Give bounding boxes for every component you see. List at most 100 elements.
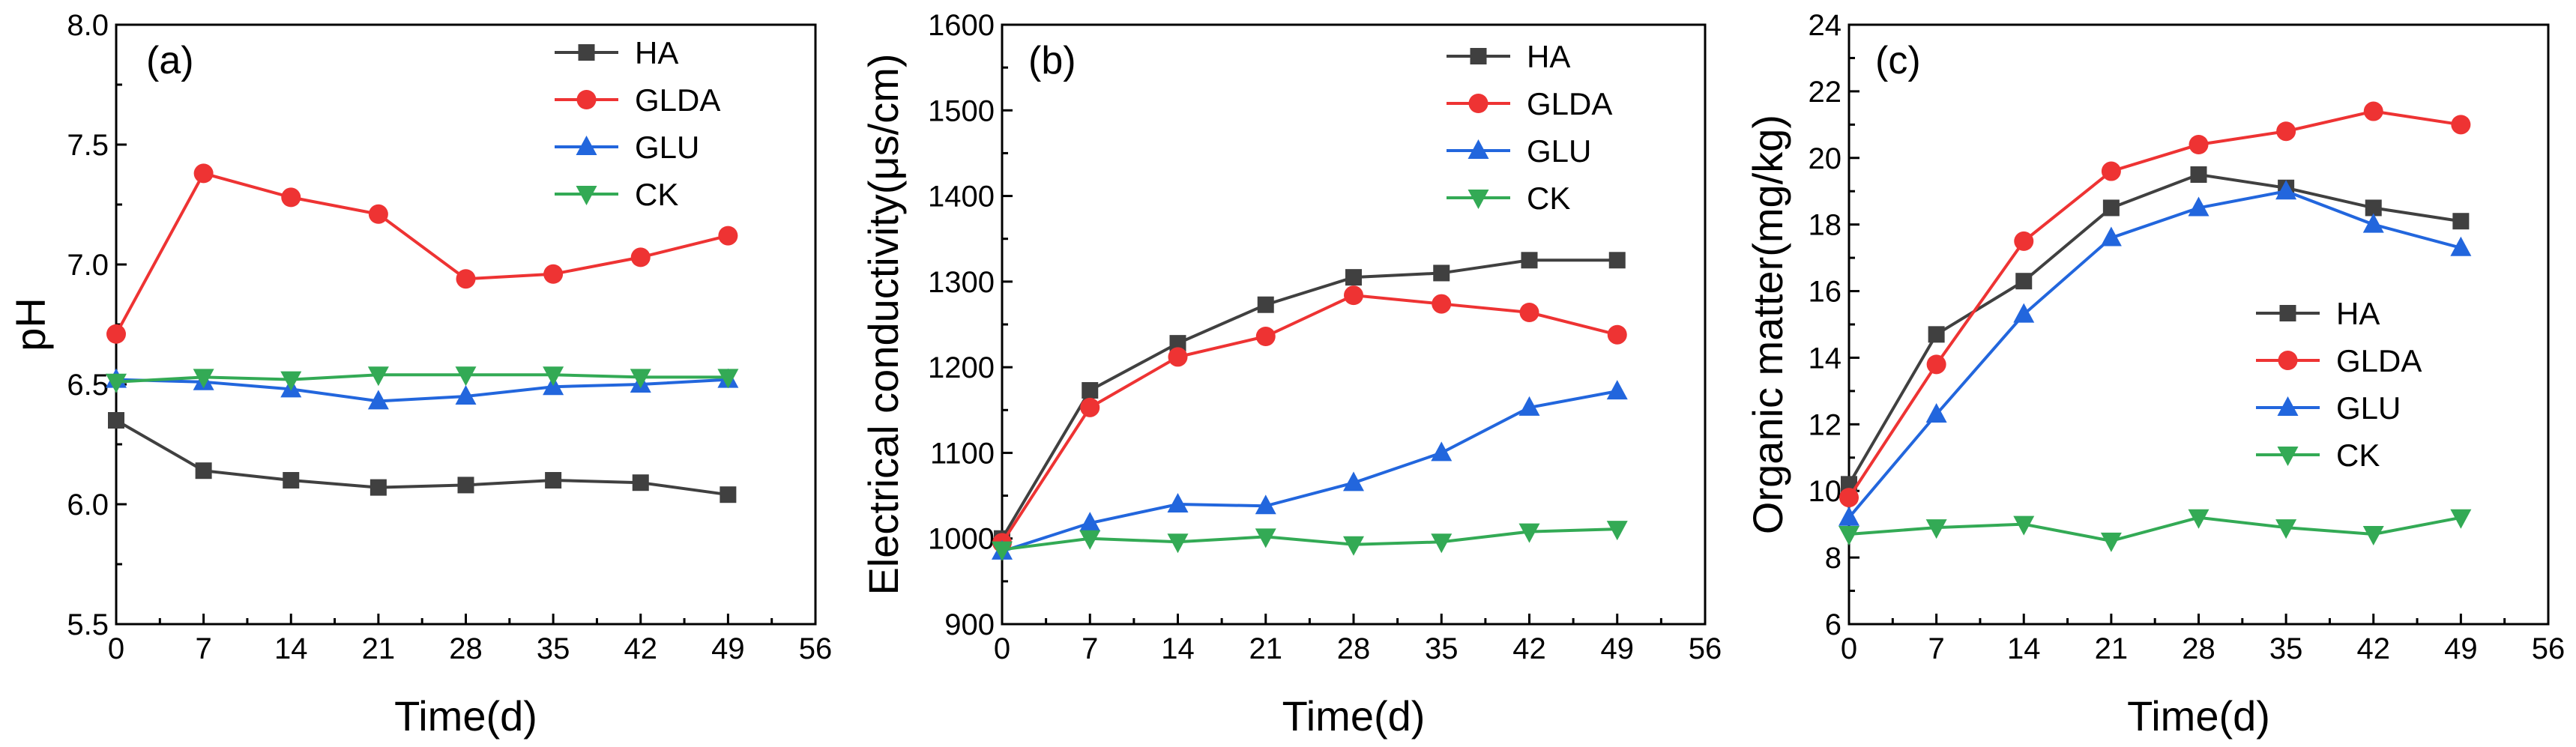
x-tick-label: 7 <box>196 632 212 665</box>
data-point-ha-1 <box>195 462 212 480</box>
data-point-legend-glu-0 <box>1468 139 1489 159</box>
data-point-ck-4 <box>1343 536 1364 556</box>
data-point-legend-glda-0 <box>2278 351 2298 370</box>
data-point-glu-3 <box>367 390 389 410</box>
data-point-ha-5 <box>1433 264 1450 282</box>
data-point-legend-glu-0 <box>2277 396 2299 416</box>
y-tick-label: 6.5 <box>67 369 109 402</box>
data-point-glda-5 <box>543 264 564 284</box>
data-point-legend-glu-0 <box>576 136 597 155</box>
data-point-ck-6 <box>1518 523 1540 543</box>
data-point-glu-4 <box>2188 196 2209 217</box>
data-point-glu-2 <box>2013 303 2035 323</box>
x-tick-label: 21 <box>362 632 396 665</box>
x-tick-label: 28 <box>449 632 483 665</box>
y-tick-label: 7.0 <box>67 249 109 282</box>
data-point-glu-3 <box>1255 495 1276 515</box>
data-point-glda-7 <box>718 226 738 246</box>
y-tick-label: 8 <box>1825 542 1841 575</box>
legend-label-ha: HA <box>2336 296 2380 331</box>
x-tick-label: 56 <box>799 632 833 665</box>
x-tick-label: 14 <box>2007 632 2041 665</box>
chart-panel-3: 0 7 14 21 28 35 42 49 56 6 8 10 12 14 16 18 20 22 24 Time(d… <box>1744 9 2565 740</box>
data-point-ck-1 <box>193 369 214 389</box>
data-point-ck-5 <box>543 366 564 387</box>
data-point-legend-glda-0 <box>1468 94 1488 113</box>
series-line-glda <box>1001 294 1618 544</box>
y-tick-label: 900 <box>944 608 995 641</box>
legend-label-glda: GLDA <box>1527 86 1612 121</box>
data-point-ck-4 <box>455 366 477 387</box>
data-point-glda-1 <box>1926 354 1946 375</box>
data-point-glda-0 <box>1839 488 1859 508</box>
y-tick-label: 1300 <box>928 266 995 299</box>
data-point-ha-2 <box>1169 335 1186 352</box>
series-line-ck <box>1001 527 1617 551</box>
data-point-glda-7 <box>1607 324 1627 345</box>
y-tick-label: 22 <box>1809 76 1842 109</box>
data-point-ck-6 <box>630 369 651 389</box>
data-point-glu-5 <box>2275 180 2297 200</box>
data-point-ck-1 <box>1925 519 1947 539</box>
data-point-legend-ha-0 <box>1470 48 1487 64</box>
data-point-ha-1 <box>1928 326 1945 343</box>
data-point-legend-glda-0 <box>576 90 597 109</box>
x-tick-label: 14 <box>274 632 308 665</box>
data-point-glda-2 <box>2014 231 2034 251</box>
data-point-ha-2 <box>2015 273 2033 290</box>
data-point-ha-3 <box>2102 199 2120 217</box>
series-line-glda <box>1847 109 2461 499</box>
data-point-ha-7 <box>1608 252 1626 269</box>
data-point-ck-4 <box>2188 509 2209 529</box>
data-point-ha-0 <box>1841 476 1857 493</box>
data-point-ck-7 <box>2450 509 2472 529</box>
data-point-ck-0 <box>106 373 127 393</box>
x-tick-label: 0 <box>994 632 1010 665</box>
data-point-glu-5 <box>1431 441 1453 462</box>
data-point-glda-7 <box>2451 115 2471 135</box>
data-point-legend-ha-0 <box>578 44 595 61</box>
data-point-glda-4 <box>1344 285 1363 306</box>
data-point-glu-7 <box>2450 236 2472 256</box>
legend-label-ha: HA <box>1527 39 1570 74</box>
series-line-glu <box>1847 190 2461 519</box>
y-tick-label: 1000 <box>928 523 995 556</box>
data-point-ck-3 <box>2100 532 2122 552</box>
data-point-legend-ha-0 <box>2279 305 2296 321</box>
data-point-glda-6 <box>630 247 651 267</box>
legend-label-ck: CK <box>1527 181 1570 216</box>
x-axis-title: Time(d) <box>394 692 537 740</box>
x-tick-label: 35 <box>537 632 570 665</box>
chart-panel-2: 0 7 14 21 28 35 42 49 56 900 1000 1100 1200 1300 1400 1… <box>860 9 1722 740</box>
legend-label-ha: HA <box>635 35 678 70</box>
data-point-glu-4 <box>455 385 477 405</box>
data-point-glda-3 <box>2101 161 2121 181</box>
y-tick-label: 10 <box>1809 475 1842 508</box>
data-point-ha-4 <box>457 477 474 494</box>
panel-label: (b) <box>1028 39 1076 82</box>
panel-label: (c) <box>1875 39 1921 82</box>
data-point-glda-3 <box>368 204 388 224</box>
data-point-glda-1 <box>193 163 214 184</box>
y-axis-title: Organic matter(mg/kg) <box>1744 115 1791 534</box>
x-tick-label: 42 <box>2357 632 2391 665</box>
y-tick-label: 16 <box>1809 276 1842 309</box>
x-tick-label: 49 <box>711 632 745 665</box>
data-point-ck-7 <box>1606 521 1628 541</box>
data-point-ha-6 <box>1521 252 1538 269</box>
data-point-glda-6 <box>1519 303 1539 322</box>
y-tick-label: 1500 <box>928 94 995 127</box>
data-point-glu-6 <box>2362 213 2384 233</box>
x-tick-label: 35 <box>2269 632 2303 665</box>
data-point-glu-4 <box>1343 471 1364 492</box>
x-tick-label: 7 <box>1082 632 1098 665</box>
chart-panel-1: 0 7 14 21 28 35 42 49 56 5.5 6.0 6.5 7.0 7.5 8.0 Time(d… <box>7 9 832 740</box>
y-axis-title: Electrical conductivity(μs/cm) <box>860 53 907 595</box>
series-line-ha <box>1847 172 2461 486</box>
series-line-glu <box>115 378 729 403</box>
y-tick-label: 14 <box>1809 342 1842 375</box>
data-point-ha-1 <box>1082 382 1099 399</box>
data-point-ck-5 <box>1431 533 1453 554</box>
data-point-ha-6 <box>2365 199 2382 217</box>
